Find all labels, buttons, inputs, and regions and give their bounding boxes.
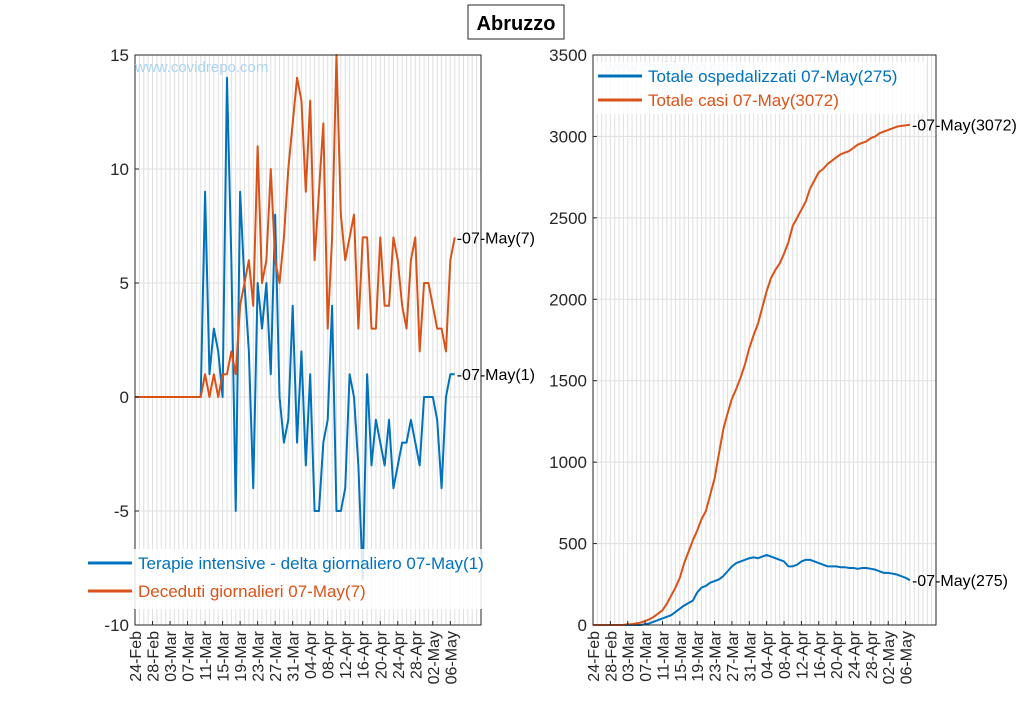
legend-label-2: Deceduti giornalieri 07-May(7) — [138, 582, 366, 601]
x-tick-label: 06-May — [899, 631, 916, 684]
x-tick-label: 15-Mar — [216, 630, 233, 681]
x-tick-label: 08-Apr — [321, 630, 338, 679]
right-legend: Totale ospedalizzati 07-May(275) Totale c… — [594, 62, 924, 114]
series-line-2 — [135, 54, 456, 398]
x-tick-label: 24-Apr — [847, 630, 864, 679]
left-y-ticks: -10 -5 0 5 10 15 — [104, 46, 139, 635]
x-tick-label: 19-Mar — [690, 630, 707, 681]
legend-label-1: Totale ospedalizzati 07-May(275) — [648, 67, 897, 86]
legend-background — [84, 549, 534, 609]
figure-title-group: Abruzzo — [467, 4, 565, 40]
end-label-1: -07-May(275) — [912, 573, 1008, 590]
right-series-group — [593, 123, 911, 626]
left-series-group — [135, 54, 456, 581]
x-tick-label: 28-Feb — [146, 631, 163, 682]
y-tick-label: 500 — [559, 535, 587, 554]
y-tick-label: 2000 — [549, 290, 587, 309]
series-line-2 — [593, 123, 911, 626]
y-tick-label: 1500 — [549, 372, 587, 391]
y-tick-label: 0 — [120, 388, 129, 407]
x-tick-label: 20-Apr — [829, 630, 846, 679]
x-tick-label: 03-Mar — [621, 630, 638, 681]
x-tick-label: 02-May — [881, 631, 898, 684]
right-chart: 0 500 1000 1500 2000 2500 3000 3500 24-Feb 28-Fe… — [549, 46, 1017, 684]
x-tick-label: 07-Mar — [181, 630, 198, 681]
x-tick-label: 27-Mar — [268, 630, 285, 681]
x-tick-label: 04-Apr — [303, 630, 320, 679]
left-end-labels: -07-May(1) -07-May(7) — [457, 230, 535, 384]
x-tick-label: 06-May — [443, 631, 460, 684]
x-tick-label: 19-Mar — [233, 630, 250, 681]
left-chart: -10 -5 0 5 10 15 24-Feb 28-Feb 03-Mar 07-Mar 11-M… — [84, 46, 535, 684]
left-watermark: www.covidrepo.com — [134, 59, 268, 76]
left-legend: Terapie intensive - delta giornaliero 07… — [84, 549, 534, 609]
left-axes-box — [134, 54, 482, 626]
x-tick-label: 16-Apr — [356, 630, 373, 679]
x-tick-label: 11-Mar — [655, 630, 672, 680]
series-line-1 — [593, 553, 911, 626]
left-x-ticks: 24-Feb 28-Feb 03-Mar 07-Mar 11-Mar 15-Mar 19-M… — [128, 621, 460, 684]
right-x-ticks: 24-Feb 28-Feb 03-Mar 07-Mar 11-Mar 15-Mar 19-M… — [586, 621, 916, 684]
legend-background — [594, 62, 924, 114]
end-label-2: -07-May(7) — [457, 230, 535, 247]
x-tick-label: 02-May — [426, 631, 443, 684]
x-tick-label: 03-Mar — [163, 630, 180, 681]
y-tick-label: 3000 — [549, 127, 587, 146]
legend-label-2: Totale casi 07-May(3072) — [648, 91, 839, 110]
y-tick-label: 10 — [110, 160, 129, 179]
y-tick-label: 0 — [578, 616, 587, 635]
x-tick-label: 08-Apr — [777, 630, 794, 679]
right-grid — [592, 54, 937, 626]
x-tick-label: 07-Mar — [638, 630, 655, 681]
y-tick-label: 2500 — [549, 209, 587, 228]
x-tick-label: 16-Apr — [812, 630, 829, 679]
end-label-1: -07-May(1) — [457, 367, 535, 384]
x-tick-label: 28-Apr — [408, 630, 425, 679]
end-label-2: -07-May(3072) — [912, 118, 1017, 135]
x-tick-label: 24-Feb — [586, 631, 603, 682]
x-tick-label: 23-Mar — [251, 630, 268, 681]
x-tick-label: 24-Apr — [391, 630, 408, 679]
title-box — [467, 4, 565, 40]
y-tick-label: -10 — [104, 616, 129, 635]
right-end-labels: -07-May(275) -07-May(3072) — [912, 118, 1017, 591]
x-tick-label: 04-Apr — [760, 630, 777, 679]
figure-title: Abruzzo — [477, 13, 556, 35]
y-tick-label: 15 — [110, 46, 129, 65]
x-tick-label: 28-Apr — [864, 630, 881, 679]
y-tick-label: -5 — [114, 502, 129, 521]
x-tick-label: 12-Apr — [794, 630, 811, 679]
x-tick-label: 27-Mar — [725, 630, 742, 681]
y-tick-label: 3500 — [549, 46, 587, 65]
x-tick-label: 11-Mar — [198, 630, 215, 680]
x-tick-label: 15-Mar — [673, 630, 690, 681]
x-tick-label: 24-Feb — [128, 631, 145, 682]
legend-label-1: Terapie intensive - delta giornaliero 07… — [138, 554, 484, 573]
x-tick-label: 31-Mar — [742, 630, 759, 681]
y-tick-label: 5 — [120, 274, 129, 293]
x-tick-label: 28-Feb — [603, 631, 620, 682]
right-axes-box — [592, 54, 937, 626]
right-y-ticks: 0 500 1000 1500 2000 2500 3000 3500 — [549, 46, 597, 635]
x-tick-label: 31-Mar — [286, 630, 303, 681]
x-tick-label: 23-Mar — [708, 630, 725, 681]
x-tick-label: 12-Apr — [338, 630, 355, 679]
x-tick-label: 20-Apr — [373, 630, 390, 679]
y-tick-label: 1000 — [549, 453, 587, 472]
